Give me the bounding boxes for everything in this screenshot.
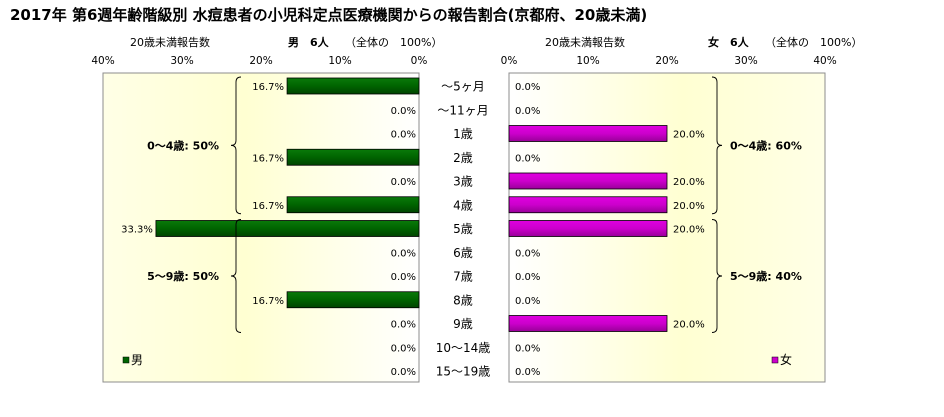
female-bar bbox=[508, 125, 668, 142]
female-legend-label: 女 bbox=[780, 352, 792, 367]
age-category-labels: ～5ヶ月 ～11ヶ月 1歳 2歳 3歳 4歳 5歳 6歳 7歳 8歳 9歳 10～14歳 15～19歳 bbox=[436, 80, 491, 379]
female-tick-label: 30% bbox=[734, 55, 757, 67]
male-value-label: 0.0% bbox=[391, 320, 416, 331]
male-axis-ticks: 40% 30% 20% 10% 0% bbox=[91, 55, 427, 67]
male-value-label: 33.3% bbox=[121, 225, 153, 236]
female-value-label: 0.0% bbox=[515, 153, 540, 164]
male-bar bbox=[286, 196, 420, 214]
male-legend-swatch bbox=[122, 356, 130, 364]
male-bars bbox=[155, 77, 420, 309]
male-value-label: 0.0% bbox=[391, 177, 416, 188]
female-value-label: 20.0% bbox=[673, 130, 705, 141]
female-group-label: 0～4歳: 60% bbox=[730, 138, 802, 152]
age-category-label: 4歳 bbox=[453, 198, 473, 212]
male-value-labels: 16.7% 0.0% 0.0% 16.7% 0.0% 16.7% 33.3% 0.0% 0.0%… bbox=[121, 82, 416, 378]
age-category-label: 3歳 bbox=[453, 175, 473, 189]
female-value-label: 0.0% bbox=[515, 272, 540, 283]
male-bar bbox=[286, 148, 420, 166]
age-category-label: 5歳 bbox=[453, 222, 473, 236]
male-group-label: 5～9歳: 50% bbox=[147, 269, 219, 283]
female-value-label: 0.0% bbox=[515, 343, 540, 354]
male-value-label: 0.0% bbox=[391, 272, 416, 283]
male-tick-label: 0% bbox=[411, 55, 428, 67]
male-value-label: 0.0% bbox=[391, 248, 416, 259]
male-value-label: 16.7% bbox=[252, 201, 284, 212]
female-value-label: 0.0% bbox=[515, 248, 540, 259]
male-tick-label: 30% bbox=[170, 55, 193, 67]
female-value-label: 0.0% bbox=[515, 82, 540, 93]
age-category-label: 6歳 bbox=[453, 246, 473, 260]
female-group-label: 5～9歳: 40% bbox=[730, 269, 802, 283]
age-category-label: ～5ヶ月 bbox=[441, 80, 485, 94]
male-tick-label: 20% bbox=[249, 55, 272, 67]
female-axis-title: 20歳未満報告数 bbox=[545, 36, 625, 49]
female-header-sub: （全体の 100%） bbox=[765, 35, 862, 49]
male-value-label: 0.0% bbox=[391, 367, 416, 378]
male-group-bracket bbox=[230, 76, 242, 215]
female-value-label: 20.0% bbox=[673, 177, 705, 188]
female-tick-label: 0% bbox=[501, 55, 518, 67]
female-bars bbox=[508, 125, 668, 332]
female-bar bbox=[508, 220, 668, 237]
male-group-bracket bbox=[230, 219, 242, 333]
male-value-label: 16.7% bbox=[252, 296, 284, 307]
male-tick-label: 10% bbox=[328, 55, 351, 67]
female-value-label: 20.0% bbox=[673, 201, 705, 212]
male-value-label: 16.7% bbox=[252, 153, 284, 164]
female-group-bracket bbox=[711, 76, 723, 215]
female-value-label: 20.0% bbox=[673, 225, 705, 236]
female-value-labels: 0.0% 0.0% 20.0% 0.0% 20.0% 20.0% 20.0% 0.0% 0.0%… bbox=[515, 82, 705, 378]
female-bar bbox=[508, 196, 668, 214]
female-bar bbox=[508, 315, 668, 332]
female-tick-label: 20% bbox=[655, 55, 678, 67]
male-value-label: 0.0% bbox=[391, 106, 416, 117]
female-group-bracket bbox=[711, 219, 723, 333]
chart-title: 2017年 第6週年齢階級別 水痘患者の小児科定点医療機関からの報告割合(京都府… bbox=[10, 6, 647, 24]
age-category-label: ～11ヶ月 bbox=[437, 103, 488, 117]
female-value-label: 0.0% bbox=[515, 106, 540, 117]
male-header: 男 6人 bbox=[288, 35, 330, 49]
male-legend-label: 男 bbox=[131, 353, 143, 367]
female-tick-label: 10% bbox=[576, 55, 599, 67]
age-category-label: 7歳 bbox=[453, 270, 473, 284]
age-category-label: 1歳 bbox=[453, 127, 473, 141]
age-category-label: 2歳 bbox=[453, 151, 473, 165]
male-bar bbox=[286, 77, 420, 95]
male-bar bbox=[286, 291, 420, 309]
male-bar bbox=[155, 220, 420, 237]
male-value-label: 0.0% bbox=[391, 343, 416, 354]
female-axis-ticks: 0% 10% 20% 30% 40% bbox=[501, 55, 837, 67]
male-group-label: 0～4歳: 50% bbox=[147, 138, 219, 152]
male-header-sub: （全体の 100%） bbox=[345, 35, 442, 49]
male-tick-label: 40% bbox=[91, 55, 114, 67]
female-legend-swatch bbox=[771, 356, 779, 364]
female-value-label: 20.0% bbox=[673, 320, 705, 331]
male-axis-title: 20歳未満報告数 bbox=[130, 36, 210, 49]
male-value-label: 16.7% bbox=[252, 82, 284, 93]
age-category-label: 8歳 bbox=[453, 293, 473, 307]
female-bar bbox=[508, 172, 668, 190]
age-category-label: 10～14歳 bbox=[436, 341, 491, 355]
age-category-label: 9歳 bbox=[453, 317, 473, 331]
female-header: 女 6人 bbox=[708, 35, 750, 49]
female-value-label: 0.0% bbox=[515, 296, 540, 307]
female-tick-label: 40% bbox=[813, 55, 836, 67]
age-group-brackets: 0～4歳: 50% 5～9歳: 50% 0～4歳: 60% 5～9歳: 40% bbox=[147, 76, 802, 333]
female-value-label: 0.0% bbox=[515, 367, 540, 378]
age-category-label: 15～19歳 bbox=[436, 365, 491, 379]
male-value-label: 0.0% bbox=[391, 130, 416, 141]
